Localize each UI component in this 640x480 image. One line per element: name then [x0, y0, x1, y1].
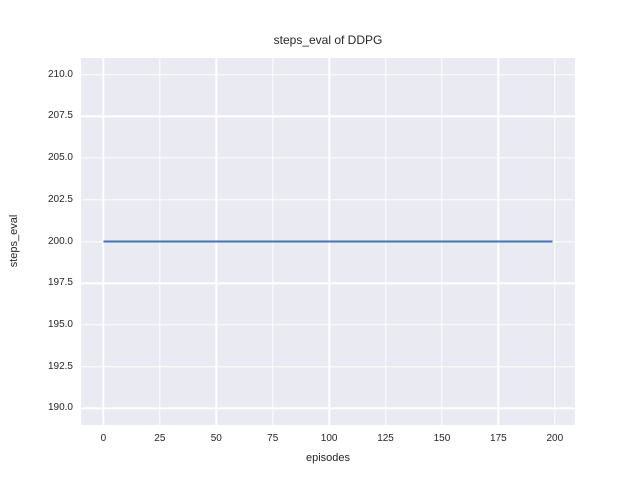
y-tick-label: 200.0 [47, 235, 73, 247]
x-tick-label: 125 [377, 433, 394, 444]
y-tick-label: 207.5 [47, 110, 73, 122]
data-line-layer [103, 240, 553, 243]
y-gridline [81, 199, 575, 201]
x-tick-label: 175 [490, 433, 507, 444]
y-gridline [81, 365, 575, 368]
y-tick-label: 205.0 [47, 152, 73, 164]
y-gridline [81, 407, 575, 410]
y-tick-label: 210.0 [47, 68, 73, 80]
x-tick-label: 25 [154, 433, 166, 444]
y-gridline [81, 157, 575, 159]
x-tick-label: 75 [267, 433, 279, 444]
x-axis-label: episodes [305, 452, 351, 464]
y-gridline [81, 324, 575, 326]
chart-title: steps_eval of DDPG [273, 33, 383, 47]
x-tick-label: 100 [320, 433, 338, 444]
y-tick-label: 195.0 [47, 318, 73, 330]
y-gridline [81, 282, 575, 284]
x-tick-label: 50 [210, 433, 222, 444]
x-tick-label: 200 [546, 433, 564, 444]
y-tick-label: 202.5 [47, 193, 73, 205]
y-axis-label: steps_eval [8, 214, 20, 268]
y-gridline [81, 115, 575, 118]
y-tick-label: 190.0 [47, 402, 73, 414]
y-tick-label: 192.5 [47, 360, 73, 372]
x-tick-label: 0 [100, 433, 107, 444]
plot-area [81, 58, 575, 425]
y-tick-label: 197.5 [47, 277, 73, 289]
x-tick-label: 150 [433, 433, 451, 444]
y-gridline [81, 73, 575, 76]
